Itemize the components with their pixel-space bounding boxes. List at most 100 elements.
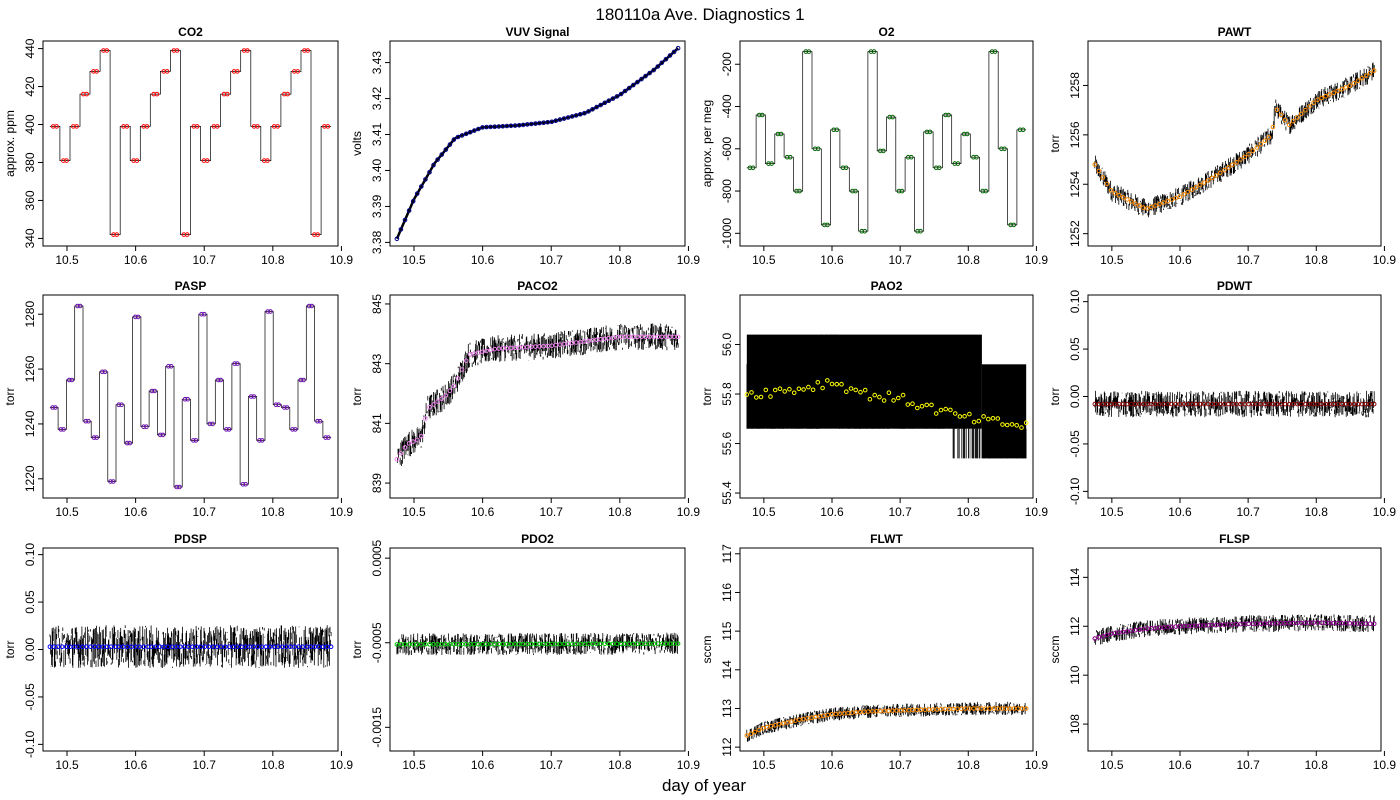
data-point: [1177, 194, 1183, 199]
data-point: [406, 441, 412, 446]
plot-frame: [1087, 40, 1382, 247]
data-point: [149, 388, 155, 394]
data-point: [394, 456, 400, 462]
y-tick-label: 1240: [23, 410, 37, 437]
data-point: [398, 642, 404, 647]
data-point: [797, 188, 802, 194]
data-point: [1315, 401, 1320, 407]
data-point: [793, 718, 798, 723]
data-point: [872, 392, 878, 398]
data-point: [1017, 127, 1023, 133]
data-point: [979, 706, 984, 711]
data-point: [1020, 127, 1026, 133]
y-tick-label: 108: [1068, 714, 1082, 734]
y-tick-label: -400: [720, 94, 734, 118]
data-point: [918, 707, 924, 713]
data-point: [94, 69, 99, 74]
data-point: [787, 386, 792, 392]
plot-area-pasp: [49, 303, 332, 490]
data-point: [834, 127, 840, 133]
data-point: [134, 158, 140, 163]
data-point: [933, 165, 939, 171]
data-point: [74, 124, 79, 129]
y-tick-label: 0.10: [1068, 290, 1082, 314]
data-point: [1315, 97, 1320, 102]
series-line: [746, 51, 1027, 232]
y-tick-label: -1000: [720, 218, 734, 249]
data-point: [512, 123, 518, 128]
markers-pao2: [744, 378, 1029, 430]
data-point: [992, 49, 998, 54]
y-tick-label: 0.05: [1068, 337, 1082, 361]
y-axis-label: sccm: [700, 636, 714, 664]
data-point: [598, 102, 604, 108]
data-point: [476, 350, 481, 355]
x-tick-label: 10.6: [820, 758, 844, 772]
data-point: [1145, 206, 1150, 211]
data-point: [84, 644, 89, 650]
data-point: [480, 349, 485, 355]
data-point: [210, 421, 215, 427]
data-point: [218, 377, 224, 383]
data-point: [909, 154, 914, 160]
data-point: [1331, 90, 1336, 95]
data-point: [1299, 111, 1304, 117]
markers-paco2: [394, 334, 681, 462]
data-point: [1161, 401, 1166, 407]
data-point: [959, 706, 964, 712]
data-point: [622, 641, 628, 647]
data-point: [990, 416, 996, 421]
data-point: [590, 107, 595, 112]
y-axis-label: torr: [1048, 134, 1062, 152]
data-point: [135, 314, 141, 320]
data-point: [781, 721, 786, 726]
data-point: [166, 364, 171, 369]
data-point: [850, 188, 855, 194]
data-point: [1153, 401, 1158, 407]
panel-title: PDSP: [174, 532, 207, 546]
data-point: [840, 165, 846, 171]
x-tick-label: 10.7: [1236, 505, 1260, 519]
data-point: [214, 644, 220, 650]
y-tick-label: 1260: [23, 355, 37, 382]
data-point: [198, 644, 203, 650]
data-point: [164, 69, 170, 74]
data-point: [582, 339, 587, 344]
data-point: [1222, 167, 1227, 173]
x-tick-label: 10.8: [608, 758, 632, 772]
data-point: [1339, 86, 1345, 92]
x-tick-label: 10.9: [1373, 758, 1397, 772]
y-tick-label: 1254: [1068, 171, 1082, 198]
data-point: [504, 345, 510, 351]
data-point: [1197, 182, 1203, 188]
data-point: [775, 131, 781, 137]
y-tick-label: -0.05: [23, 683, 37, 711]
data-point: [104, 48, 110, 53]
data-point: [508, 123, 514, 129]
data-point: [915, 405, 920, 411]
y-tick-label: 380: [23, 152, 37, 172]
x-tick-label: 10.7: [888, 505, 912, 519]
data-point: [459, 367, 465, 372]
data-point: [431, 402, 436, 407]
data-point: [282, 405, 287, 410]
data-point: [435, 399, 440, 404]
x-tick-label: 10.9: [1025, 253, 1049, 267]
panel-flwt: FLWT sccm 10.5 10.6 10.7 10.8 10.9 112 113 114 115…: [700, 532, 1048, 772]
data-point: [67, 644, 73, 650]
data-point: [986, 416, 991, 422]
data-point: [1011, 222, 1017, 228]
x-tick-label: 10.5: [752, 505, 776, 519]
data-point: [235, 69, 240, 74]
data-point: [845, 710, 851, 716]
y-tick-label: 440: [23, 38, 37, 58]
data-point: [410, 439, 416, 444]
data-point: [439, 152, 445, 157]
data-point: [594, 641, 599, 647]
data-point: [1023, 706, 1029, 711]
data-point: [455, 134, 461, 140]
series-line: [395, 47, 679, 240]
data-point: [193, 438, 199, 443]
panel-title: O2: [878, 25, 894, 39]
data-point: [561, 341, 567, 347]
